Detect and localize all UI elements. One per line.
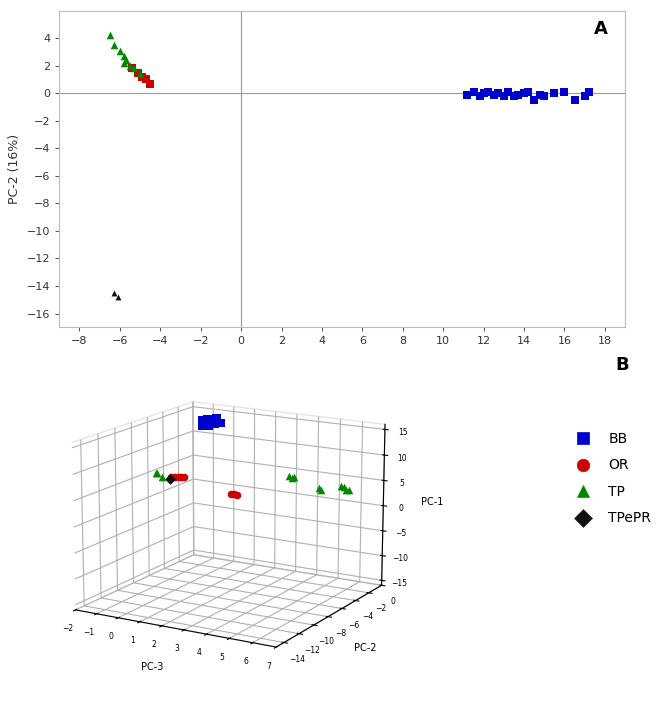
Point (513, 89, 523, 100)
Point (118, 57, 129, 68)
Point (488, 89, 499, 100)
Point (133, 67, 143, 78)
Point (105, 30, 115, 41)
Text: A: A (594, 20, 608, 38)
Point (492, 87, 503, 99)
Point (114, 45, 125, 56)
Point (529, 94, 540, 106)
Point (120, 54, 131, 65)
Point (109, 287, 119, 298)
X-axis label: PC-3: PC-3 (141, 662, 163, 672)
Y-axis label: PC-2: PC-2 (355, 643, 377, 653)
Point (569, 94, 580, 106)
Point (474, 90, 485, 101)
Point (535, 89, 545, 100)
Point (559, 86, 570, 97)
Legend: BB, OR, TP, TPePR: BB, OR, TP, TPePR (569, 432, 651, 525)
Point (523, 86, 534, 97)
Point (141, 74, 151, 85)
Point (113, 291, 123, 303)
Point (124, 60, 136, 71)
Point (135, 67, 145, 78)
Point (482, 86, 493, 97)
Point (503, 86, 513, 97)
Point (478, 87, 489, 99)
Point (129, 63, 139, 74)
Text: B: B (615, 356, 628, 374)
X-axis label: PC-1 (76%): PC-1 (76%) (307, 352, 377, 365)
Point (109, 39, 119, 51)
Point (584, 86, 594, 97)
Point (145, 78, 155, 89)
Y-axis label: PC-2 (16%): PC-2 (16%) (8, 134, 21, 204)
Point (127, 63, 138, 74)
Point (519, 87, 529, 99)
Point (468, 86, 479, 97)
Point (509, 90, 519, 101)
Point (137, 71, 147, 82)
Point (118, 51, 129, 62)
Point (580, 90, 590, 101)
Point (539, 90, 549, 101)
Point (549, 87, 559, 99)
Point (462, 89, 472, 100)
Point (499, 90, 509, 101)
